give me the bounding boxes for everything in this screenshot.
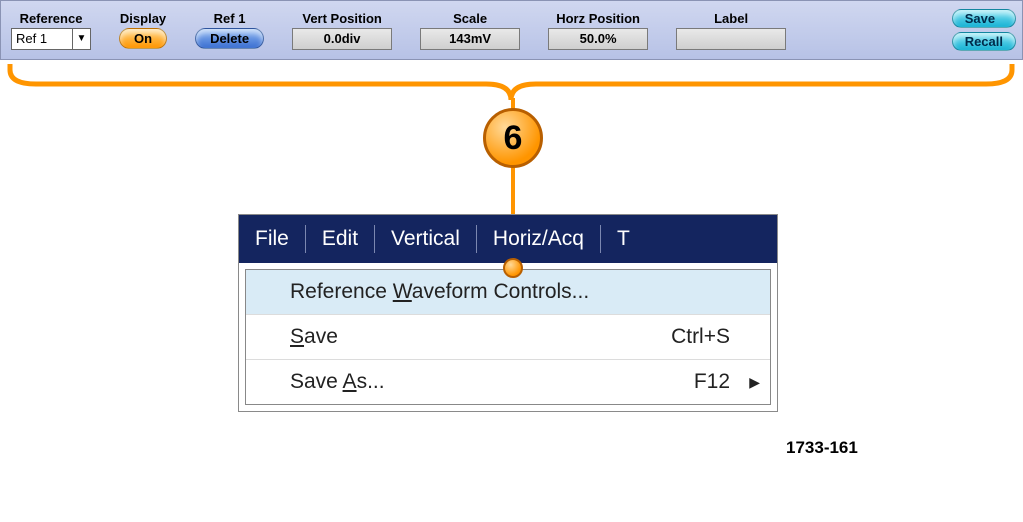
display-label: Display: [120, 11, 166, 26]
menu-separator: [305, 225, 306, 253]
label-field-label: Label: [714, 11, 748, 26]
reference-group: Reference Ref 1 ▼: [11, 11, 91, 50]
ref1-label: Ref 1: [214, 11, 246, 26]
display-group: Display On: [119, 11, 167, 49]
scale-group: Scale 143mV: [420, 11, 520, 50]
reference-toolbar: Reference Ref 1 ▼ Display On Ref 1 Delet…: [0, 0, 1023, 60]
horz-position-label: Horz Position: [556, 11, 640, 26]
menu-item-label: Reference Waveform Controls...: [290, 280, 589, 304]
ref1-delete-button[interactable]: Delete: [195, 28, 264, 49]
display-on-button[interactable]: On: [119, 28, 167, 49]
menu-separator: [476, 225, 477, 253]
menu-item-label: Save As...: [290, 370, 385, 394]
menu-item-save[interactable]: Save Ctrl+S: [246, 315, 770, 360]
menu-bar: File Edit Vertical Horiz/Acq T: [239, 215, 777, 263]
dropdown-menu: Reference Waveform Controls... Save Ctrl…: [245, 269, 771, 405]
callout-brace: [6, 62, 1016, 102]
scale-label: Scale: [453, 11, 487, 26]
label-group: Label: [676, 11, 786, 50]
reference-select[interactable]: Ref 1 ▼: [11, 28, 91, 50]
reference-label: Reference: [20, 11, 83, 26]
menu-file[interactable]: File: [253, 227, 291, 251]
menu-edit[interactable]: Edit: [320, 227, 360, 251]
ref1-group: Ref 1 Delete: [195, 11, 264, 49]
figure-id: 1733-161: [786, 438, 858, 458]
label-field-value[interactable]: [676, 28, 786, 50]
reference-value: Ref 1: [12, 29, 72, 49]
callout-dot: [503, 258, 523, 278]
recall-button[interactable]: Recall: [952, 32, 1016, 51]
menu-vertical[interactable]: Vertical: [389, 227, 462, 251]
horz-position-group: Horz Position 50.0%: [548, 11, 648, 50]
menu-item-save-as[interactable]: Save As... F12 ▶: [246, 360, 770, 404]
menu-item-label: Save: [290, 325, 338, 349]
vert-position-group: Vert Position 0.0div: [292, 11, 392, 50]
menu-item-shortcut: F12: [694, 370, 750, 394]
menu-horizacq[interactable]: Horiz/Acq: [491, 227, 586, 251]
submenu-arrow-icon: ▶: [749, 374, 760, 391]
menu-separator: [600, 225, 601, 253]
menu-trigger[interactable]: T: [615, 227, 632, 251]
scale-value[interactable]: 143mV: [420, 28, 520, 50]
horz-position-value[interactable]: 50.0%: [548, 28, 648, 50]
save-button[interactable]: Save: [952, 9, 1016, 28]
menu-item-shortcut: Ctrl+S: [671, 325, 750, 349]
menu-separator: [374, 225, 375, 253]
callout-number: 6: [504, 119, 523, 158]
side-buttons: Save Recall: [952, 9, 1016, 51]
vert-position-value[interactable]: 0.0div: [292, 28, 392, 50]
chevron-down-icon: ▼: [72, 29, 90, 49]
callout-circle: 6: [483, 108, 543, 168]
menu-window: File Edit Vertical Horiz/Acq T Reference…: [238, 214, 778, 412]
vert-position-label: Vert Position: [302, 11, 381, 26]
